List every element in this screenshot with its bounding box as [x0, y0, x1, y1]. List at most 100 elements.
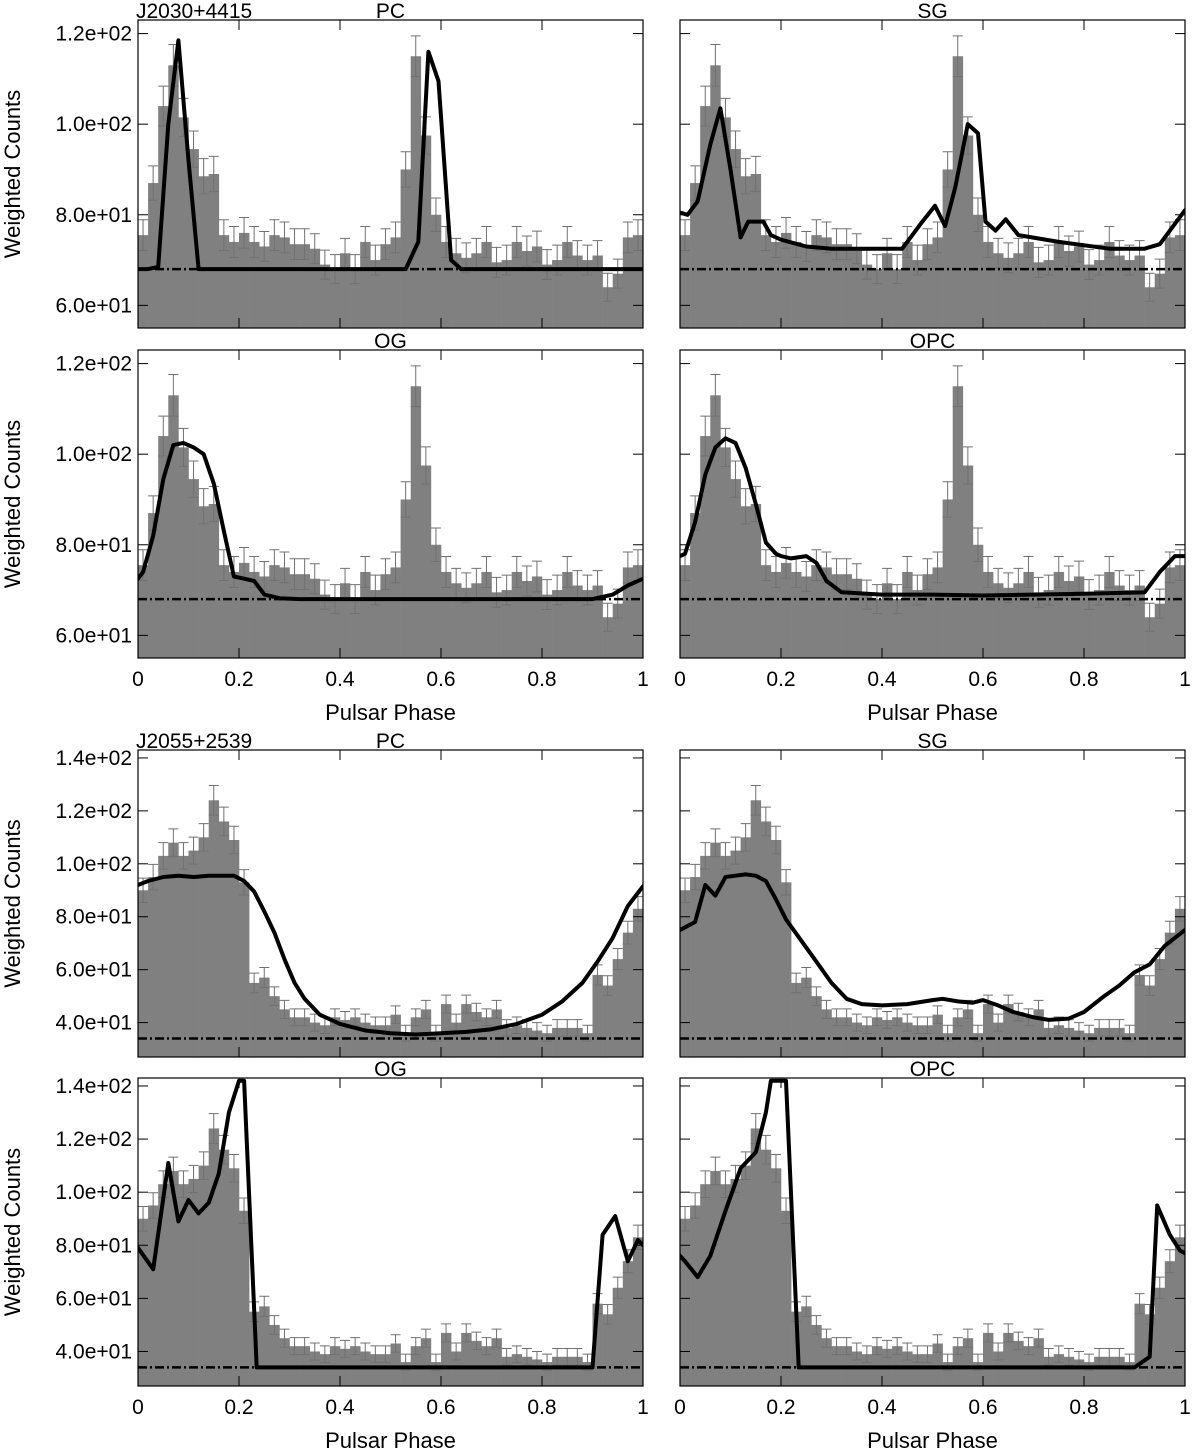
- histogram-bar: [552, 590, 563, 658]
- histogram-bar: [983, 571, 994, 658]
- error-bar: [831, 1008, 842, 1027]
- histogram-bar: [1043, 1027, 1054, 1057]
- histogram-bar: [632, 1237, 643, 1386]
- error-bar: [602, 602, 613, 632]
- model-curve: [138, 38, 643, 272]
- histogram-bar: [481, 241, 492, 328]
- histogram-bar: [198, 837, 209, 1057]
- histogram-bar: [148, 183, 159, 328]
- histogram-bar: [168, 65, 179, 328]
- histogram-bar: [1073, 1359, 1085, 1386]
- histogram-bar: [612, 603, 624, 658]
- histogram-bar: [218, 1149, 230, 1386]
- error-bar: [420, 446, 431, 485]
- panel-title: SG: [917, 0, 947, 23]
- error-bar: [801, 967, 812, 989]
- histogram-bar: [279, 1009, 290, 1057]
- panel-top-sg: SG: [679, 0, 1186, 329]
- error-bar: [750, 784, 761, 816]
- y-axis-label: Weighted Counts: [0, 1148, 25, 1316]
- histogram-bar: [680, 235, 691, 328]
- histogram-bar: [208, 1128, 220, 1386]
- error-bar: [471, 1331, 482, 1351]
- histogram-bar: [198, 1165, 209, 1386]
- histogram-bar: [983, 1332, 994, 1386]
- error-bar: [730, 836, 741, 865]
- error-bar: [309, 563, 320, 595]
- x-axis-label: Pulsar Phase: [325, 1428, 456, 1451]
- error-bar: [410, 365, 421, 408]
- x-tick-label: 1: [1179, 668, 1191, 691]
- histogram-bar: [1003, 1004, 1014, 1057]
- error-bar: [511, 226, 522, 258]
- histogram-bar: [370, 1354, 381, 1386]
- error-bar: [279, 1328, 290, 1348]
- histogram-bar: [622, 932, 634, 1057]
- histogram-bar: [1084, 594, 1095, 658]
- histogram-bar: [1164, 1261, 1176, 1386]
- histogram-bar: [1053, 1025, 1065, 1057]
- histogram-bar: [750, 800, 762, 1057]
- histogram-bar: [430, 1362, 442, 1386]
- error-bar: [841, 228, 852, 261]
- histogram-bar: [612, 273, 624, 328]
- histogram-bar: [1144, 985, 1155, 1057]
- histogram-bar: [582, 1033, 593, 1057]
- error-bar: [1084, 249, 1095, 281]
- error-bar: [962, 1328, 973, 1348]
- histogram-bar: [319, 1025, 331, 1057]
- histogram-bar: [471, 583, 482, 658]
- panel-frame: [137, 749, 644, 1058]
- histogram-bar: [521, 251, 533, 328]
- error-bar: [441, 994, 452, 1014]
- histogram-bar: [612, 1287, 624, 1386]
- histogram-bar: [1013, 583, 1024, 658]
- histogram-bar: [309, 578, 321, 658]
- error-bar: [690, 1192, 701, 1219]
- error-bar: [1063, 235, 1074, 267]
- histogram-bar: [932, 567, 943, 658]
- histogram-bar: [360, 571, 371, 658]
- histogram-bar: [289, 574, 300, 658]
- histogram-bar: [329, 1017, 341, 1057]
- error-bar: [481, 226, 492, 258]
- histogram-bar: [390, 237, 401, 328]
- histogram-bar: [420, 1338, 432, 1386]
- error-bar: [400, 481, 411, 518]
- histogram-bar: [1063, 251, 1075, 328]
- histogram-bar: [582, 1362, 593, 1386]
- histogram-bar: [972, 544, 984, 658]
- error-bar: [269, 986, 280, 1006]
- error-bar: [1114, 1348, 1125, 1366]
- histogram-bar: [360, 1022, 371, 1057]
- histogram-bar: [410, 56, 422, 328]
- histogram-bar: [781, 562, 792, 658]
- panel-frame: [679, 349, 1186, 659]
- error-bar: [760, 1134, 771, 1165]
- error-bar: [922, 1016, 933, 1034]
- histogram-bar: [952, 56, 964, 328]
- error-bar: [350, 1337, 361, 1356]
- histogram-bar: [1164, 567, 1176, 658]
- panel-frame: [137, 19, 644, 329]
- histogram-bar: [1174, 908, 1185, 1057]
- error-bar: [138, 219, 149, 252]
- histogram-bar: [178, 447, 189, 658]
- error-bar: [770, 226, 781, 258]
- histogram-bar: [882, 253, 893, 328]
- histogram-bar: [501, 260, 512, 328]
- pulsar-name: J2055+2539: [136, 730, 252, 753]
- histogram-bar: [902, 571, 913, 658]
- histogram-bar: [730, 479, 741, 658]
- y-tick-label: 1.4e+02: [56, 1075, 133, 1098]
- error-bar: [1094, 1348, 1105, 1366]
- histogram-bar: [851, 248, 863, 328]
- histogram-bar: [1023, 241, 1034, 328]
- panel-top-og: 6.0e+01 8.0e+01 1.0e+02 1.2e+02 0 0.2 0.4 0.6 0.…: [0, 330, 649, 725]
- error-bar: [1114, 1019, 1125, 1037]
- x-tick-label: 0.4: [867, 1396, 897, 1419]
- error-bar: [730, 460, 741, 498]
- histogram-bar: [1053, 571, 1065, 658]
- error-bar: [841, 558, 852, 591]
